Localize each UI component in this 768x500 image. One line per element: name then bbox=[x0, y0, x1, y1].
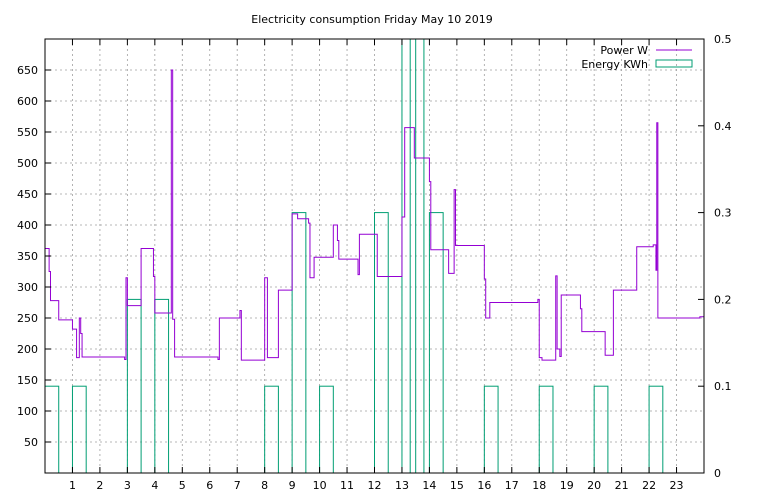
x-tick-label: 17 bbox=[505, 479, 519, 492]
y-tick-label: 200 bbox=[17, 343, 38, 356]
x-tick-label: 12 bbox=[368, 479, 382, 492]
energy-bar bbox=[428, 212, 444, 474]
y-tick-label: 450 bbox=[17, 188, 38, 201]
x-tick-label: 11 bbox=[340, 479, 354, 492]
energy-bar bbox=[291, 212, 307, 474]
y2-tick-label: 0.5 bbox=[714, 33, 732, 46]
x-tick-label: 22 bbox=[642, 479, 656, 492]
energy-bar bbox=[538, 385, 554, 474]
energy-bar bbox=[401, 38, 417, 474]
y-tick-label: 650 bbox=[17, 64, 38, 77]
y-tick-label: 250 bbox=[17, 312, 38, 325]
y-tick-label: 50 bbox=[24, 436, 38, 449]
energy-bar bbox=[593, 385, 609, 474]
x-tick-label: 14 bbox=[422, 479, 436, 492]
y2-tick-label: 0 bbox=[714, 467, 721, 480]
axis-layer: 1 2 3 4 5 6 7 8 9 10 11 12 13 14 15 16 17 18 19 20 21 22 23501… bbox=[17, 33, 732, 492]
x-tick-label: 2 bbox=[96, 479, 103, 492]
energy-bar bbox=[126, 298, 142, 474]
energy-bar bbox=[71, 385, 87, 474]
y2-tick-label: 0.4 bbox=[714, 120, 732, 133]
y-tick-label: 100 bbox=[17, 405, 38, 418]
energy-bar bbox=[648, 385, 664, 474]
energy-bar bbox=[154, 298, 170, 474]
x-tick-label: 7 bbox=[234, 479, 241, 492]
energy-bar bbox=[374, 212, 389, 474]
legend: Power W Energy KWh bbox=[581, 44, 693, 71]
y-tick-label: 400 bbox=[17, 219, 38, 232]
y2-tick-label: 0.2 bbox=[714, 293, 732, 306]
x-tick-label: 15 bbox=[450, 479, 464, 492]
x-tick-label: 3 bbox=[124, 479, 131, 492]
x-tick-label: 19 bbox=[560, 479, 574, 492]
x-tick-label: 16 bbox=[477, 479, 491, 492]
power-series-line bbox=[45, 69, 704, 361]
x-tick-label: 23 bbox=[670, 479, 684, 492]
chart-title: Electricity consumption Friday May 10 20… bbox=[251, 13, 492, 26]
y-tick-label: 500 bbox=[17, 157, 38, 170]
x-tick-label: 6 bbox=[206, 479, 213, 492]
x-tick-label: 10 bbox=[313, 479, 327, 492]
legend-energy-swatch bbox=[655, 59, 693, 68]
energy-bar bbox=[319, 385, 334, 474]
energy-bar bbox=[264, 385, 279, 474]
y-tick-label: 600 bbox=[17, 95, 38, 108]
legend-power-label: Power W bbox=[600, 44, 648, 57]
y2-tick-label: 0.1 bbox=[714, 380, 732, 393]
x-tick-label: 5 bbox=[179, 479, 186, 492]
y-tick-label: 350 bbox=[17, 250, 38, 263]
x-tick-label: 20 bbox=[587, 479, 601, 492]
energy-bar bbox=[483, 385, 499, 474]
y-tick-label: 550 bbox=[17, 126, 38, 139]
power-line-layer bbox=[45, 69, 704, 361]
x-tick-label: 8 bbox=[261, 479, 268, 492]
legend-energy-label: Energy KWh bbox=[581, 58, 648, 71]
x-tick-label: 1 bbox=[69, 479, 76, 492]
x-tick-label: 21 bbox=[615, 479, 629, 492]
y2-tick-label: 0.3 bbox=[714, 207, 732, 220]
x-tick-label: 13 bbox=[395, 479, 409, 492]
y-tick-label: 300 bbox=[17, 281, 38, 294]
x-tick-label: 18 bbox=[532, 479, 546, 492]
energy-bar bbox=[44, 385, 60, 474]
x-tick-label: 4 bbox=[151, 479, 158, 492]
x-tick-label: 9 bbox=[289, 479, 296, 492]
y-tick-label: 150 bbox=[17, 374, 38, 387]
